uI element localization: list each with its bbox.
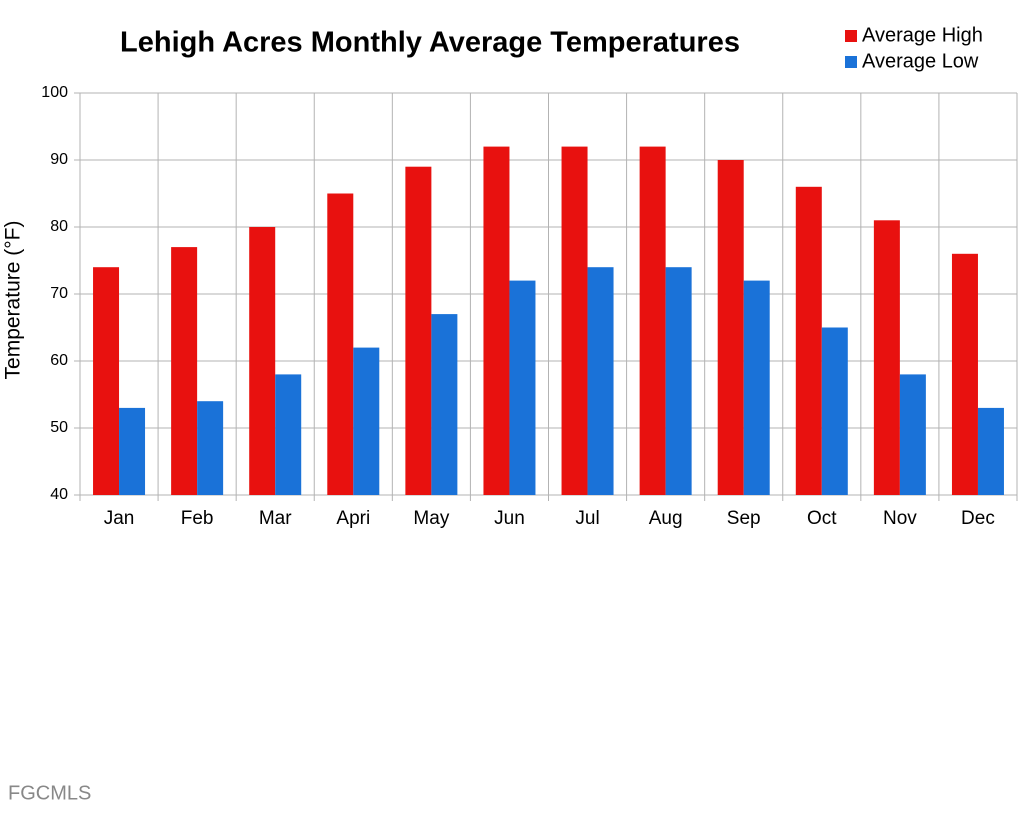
bar bbox=[561, 146, 588, 495]
bar bbox=[665, 267, 692, 495]
bar bbox=[431, 314, 458, 495]
legend-swatch bbox=[845, 30, 857, 42]
x-tick-label: Mar bbox=[259, 508, 292, 529]
bar bbox=[639, 146, 666, 495]
y-tick-label: 70 bbox=[50, 285, 68, 302]
bar bbox=[327, 193, 354, 495]
y-tick-label: 60 bbox=[50, 352, 68, 369]
watermark: FGCMLS bbox=[8, 782, 91, 804]
bar bbox=[873, 220, 900, 496]
x-tick-label: Aug bbox=[649, 508, 683, 529]
y-tick-label: 40 bbox=[50, 486, 68, 503]
x-tick-label: Dec bbox=[961, 508, 995, 529]
bar bbox=[977, 407, 1004, 495]
bar bbox=[197, 401, 224, 495]
bar bbox=[821, 327, 848, 495]
legend-swatch bbox=[845, 56, 857, 68]
y-axis-label: Temperature (°F) bbox=[2, 221, 25, 380]
bar bbox=[951, 253, 978, 495]
y-tick-label: 80 bbox=[50, 218, 68, 235]
x-tick-label: Jul bbox=[575, 508, 599, 529]
x-tick-label: Apri bbox=[336, 508, 370, 529]
bar bbox=[587, 267, 614, 495]
bar bbox=[171, 247, 198, 495]
bar bbox=[717, 160, 744, 495]
legend-label: Average Low bbox=[862, 50, 979, 72]
bar bbox=[509, 280, 536, 495]
y-tick-label: 90 bbox=[50, 151, 68, 168]
bar bbox=[93, 267, 120, 495]
x-tick-label: Jan bbox=[104, 508, 135, 529]
bar bbox=[795, 186, 822, 496]
bar bbox=[353, 347, 380, 495]
y-tick-label: 50 bbox=[50, 419, 68, 436]
x-tick-label: Oct bbox=[807, 508, 837, 529]
bar bbox=[275, 374, 302, 495]
x-tick-label: May bbox=[413, 508, 449, 529]
x-tick-label: Jun bbox=[494, 508, 525, 529]
bar bbox=[405, 166, 432, 495]
x-tick-label: Feb bbox=[181, 508, 214, 529]
bar bbox=[483, 146, 510, 495]
bar bbox=[249, 227, 276, 495]
x-tick-label: Nov bbox=[883, 508, 917, 529]
y-tick-label: 100 bbox=[41, 84, 68, 101]
legend-label: Average High bbox=[862, 24, 983, 46]
bar bbox=[743, 280, 770, 495]
bar bbox=[899, 374, 926, 495]
bar bbox=[119, 407, 146, 495]
x-tick-label: Sep bbox=[727, 508, 761, 529]
chart-title: Lehigh Acres Monthly Average Temperature… bbox=[120, 27, 740, 59]
